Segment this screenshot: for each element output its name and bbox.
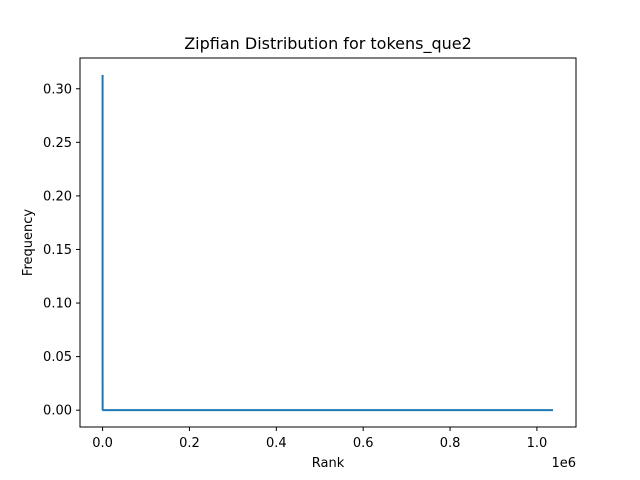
x-tick-label: 0.4 (266, 436, 287, 451)
y-tick-label: 0.10 (43, 297, 72, 312)
x-tick-label: 1.0 (527, 436, 548, 451)
x-tick-label: 0.8 (440, 436, 461, 451)
x-axis-offset-label: 1e6 (551, 456, 576, 471)
x-tick-label: 0.0 (92, 436, 113, 451)
y-tick-label: 0.05 (43, 350, 72, 365)
x-tick-label: 0.2 (179, 436, 200, 451)
y-axis-label: Frequency (21, 209, 36, 276)
x-axis: 0.0 0.2 0.4 0.6 0.8 1.0 (92, 427, 547, 451)
y-tick-label: 0.30 (43, 82, 72, 97)
plot-layer (101, 74, 553, 412)
series-line-0 (101, 74, 553, 412)
x-tick-label: 0.6 (353, 436, 374, 451)
y-tick-label: 0.25 (43, 136, 72, 151)
y-tick-label: 0.15 (43, 243, 72, 258)
y-tick-label: 0.20 (43, 189, 72, 204)
y-axis: 0.00 0.05 0.10 0.15 0.20 0.25 0.30 (43, 82, 80, 419)
plot-frame (79, 57, 577, 428)
x-axis-label: Rank (312, 456, 345, 471)
chart-title: Zipfian Distribution for tokens_que2 (184, 34, 472, 54)
y-tick-label: 0.00 (43, 404, 72, 419)
